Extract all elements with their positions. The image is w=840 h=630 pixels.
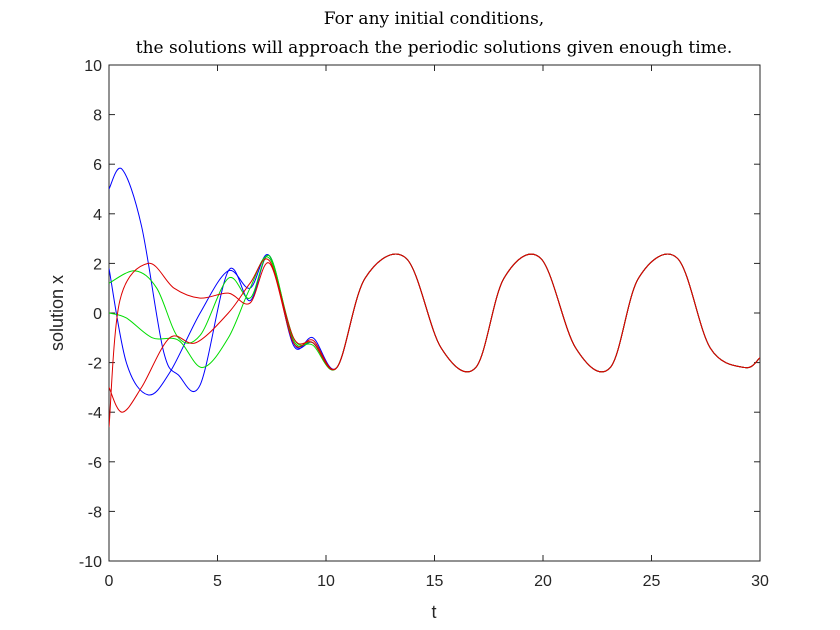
x-tick-label: 25 [643, 573, 661, 590]
y-tick-label: 10 [84, 58, 102, 75]
chart-title-line-2: the solutions will approach the periodic… [136, 38, 732, 58]
y-tick-label: 2 [93, 256, 102, 273]
x-tick-label: 20 [534, 573, 552, 590]
x-tick-label: 5 [213, 573, 222, 590]
y-tick-label: 4 [93, 207, 102, 224]
y-tick-label: -4 [88, 405, 102, 422]
x-axis-label: t [431, 602, 436, 622]
y-tick-label: 8 [93, 108, 102, 125]
y-tick-label: -2 [88, 356, 102, 373]
y-tick-label: 6 [93, 157, 102, 174]
x-tick-label: 0 [105, 573, 114, 590]
y-tick-label: -10 [79, 554, 102, 571]
x-axis: 0 5 10 15 20 25 30 [105, 65, 769, 590]
y-tick-label: 0 [93, 306, 102, 323]
x-tick-label: 10 [317, 573, 335, 590]
y-tick-label: -8 [88, 504, 102, 521]
series-group [109, 167, 760, 428]
x-tick-label: 15 [426, 573, 444, 590]
x-tick-label: 30 [751, 573, 769, 590]
y-tick-label: -6 [88, 455, 102, 472]
chart-title-line-1: For any initial conditions, [324, 9, 544, 29]
plot-area [108, 64, 761, 562]
y-axis: -10 -8 -6 -4 -2 0 2 4 6 8 10 [79, 58, 760, 571]
series-line-6 [109, 253, 760, 413]
y-axis-label: solution x [47, 275, 67, 351]
